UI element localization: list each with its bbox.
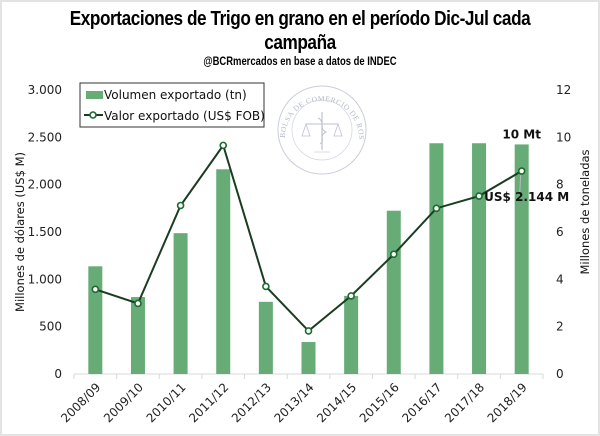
y-right-tick-label: 8	[556, 178, 564, 192]
y-right-tick-label: 2	[556, 320, 564, 334]
y-left-axis-title: Millones de dólares (US$ M)	[13, 152, 27, 312]
y-left-tick-label: 2.500	[28, 130, 62, 144]
bar-volume	[130, 297, 145, 374]
line-point-marker	[475, 192, 483, 200]
line-point-marker	[389, 250, 398, 259]
y-right-tick-label: 4	[556, 272, 564, 286]
y-right-tick-label: 6	[556, 225, 564, 239]
line-point-marker	[134, 299, 142, 308]
bar-volume	[386, 210, 401, 374]
chart-title-line2: campaña	[264, 32, 336, 54]
y-right-tick-label: 0	[556, 367, 564, 381]
line-point-marker	[432, 204, 441, 213]
chart-title-line1: Exportaciones de Trigo en grano en el pe…	[69, 8, 531, 30]
y-left-tick-label: 1.500	[28, 225, 62, 239]
bar-volume	[429, 143, 444, 374]
bar-volume	[301, 342, 316, 374]
y-left-tick-label: 3.000	[28, 83, 62, 97]
line-point-marker	[517, 167, 526, 175]
x-tick-label: 2018/19	[485, 380, 530, 425]
legend-bar-swatch	[86, 91, 103, 99]
line-value-series	[95, 143, 523, 333]
x-tick-label: 2009/10	[101, 380, 146, 425]
line-point-marker	[91, 285, 100, 294]
x-tick-label: 2014/15	[314, 380, 359, 425]
y-left-tick-label: 2.000	[28, 178, 62, 192]
x-tick-label: 2013/14	[271, 380, 316, 425]
line-point-marker	[304, 327, 313, 335]
bar-volume	[344, 295, 359, 374]
x-tick-label: 2008/09	[58, 380, 103, 425]
legend-label-volume: Volumen exportado (tn)	[104, 88, 247, 102]
bar-volume	[472, 143, 487, 374]
line-point-marker	[262, 282, 270, 291]
line-point-marker	[176, 201, 185, 210]
y-left-tick-label: 500	[39, 320, 62, 334]
y-left-tick-label: 0	[54, 367, 62, 381]
line-point-marker	[347, 292, 355, 300]
y-right-axis-title: Millones de toneladas	[578, 149, 592, 274]
annotation-leader-line	[519, 175, 522, 195]
annotation-volume-label: 10 Mt	[502, 127, 541, 141]
chart-subtitle: @BCRmercados en base a datos de INDEC	[203, 56, 397, 68]
x-tick-label: 2012/13	[229, 380, 274, 425]
y-left-tick-label: 1.000	[28, 272, 62, 286]
legend-box	[79, 82, 265, 128]
x-tick-label: 2016/17	[399, 380, 444, 425]
bar-volume	[173, 233, 188, 374]
y-right-tick-label: 10	[556, 130, 571, 144]
x-tick-label: 2010/11	[144, 380, 189, 425]
line-point-marker	[219, 141, 228, 150]
bar-volume	[258, 301, 273, 374]
legend-marker-icon	[89, 111, 97, 119]
bar-volume	[216, 169, 231, 374]
x-tick-label: 2017/18	[442, 380, 487, 425]
x-tick-label: 2011/12	[186, 380, 231, 425]
y-right-tick-label: 12	[556, 83, 571, 97]
bar-volume	[88, 266, 103, 374]
watermark-seal-icon: BOLSA DE COMERCIO DE ROSARIO	[277, 85, 367, 175]
legend-label-value: Valor exportado (US$ FOB)	[104, 109, 265, 123]
x-tick-label: 2015/16	[357, 380, 402, 425]
bar-volume	[514, 144, 529, 374]
legend: Volumen exportado (tn) Valor exportado (…	[79, 82, 265, 128]
annotation-value-label: US$ 2.144 M	[484, 190, 569, 204]
